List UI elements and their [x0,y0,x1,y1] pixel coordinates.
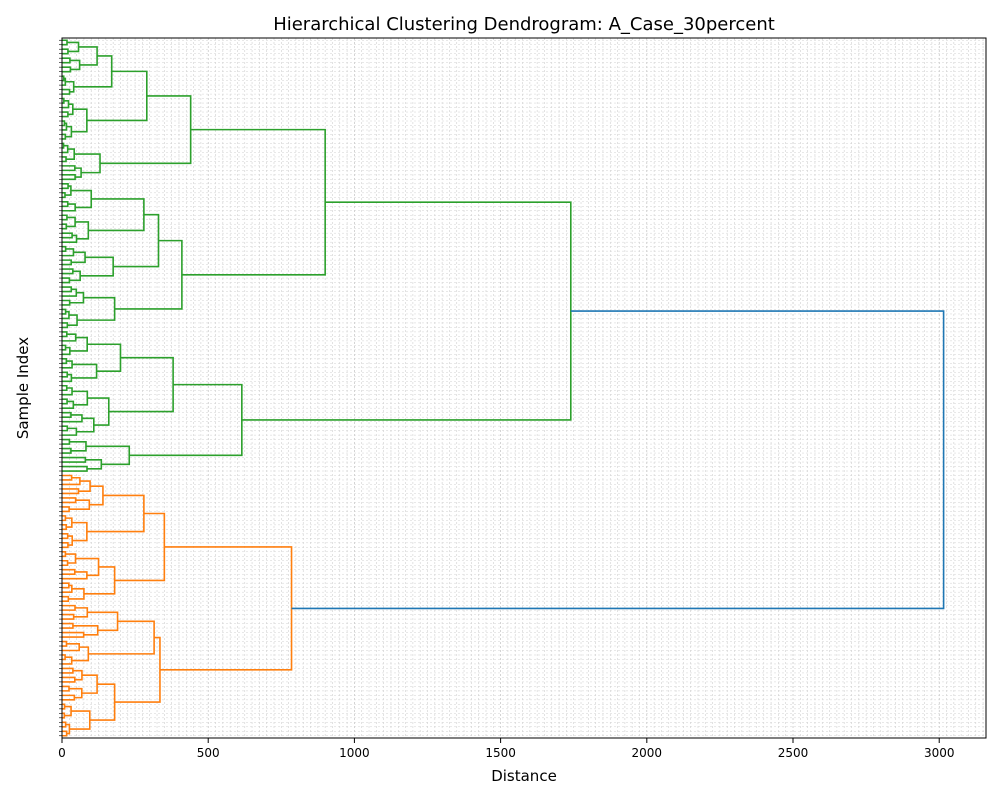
dendrogram-link [62,346,71,356]
dendrogram-link [62,371,69,378]
dendrogram-link [86,494,145,533]
dendrogram-link [62,524,67,531]
dendrogram-link [62,57,71,64]
dendrogram-link [62,75,65,82]
dendrogram-link [67,314,78,326]
dendrogram-link [114,239,183,310]
dendrogram-link [62,144,69,154]
dendrogram-link [62,712,66,719]
dendrogram-link [65,517,73,528]
x-tick-label: 2500 [778,746,809,760]
dendrogram-link [69,291,85,304]
dendrogram-link [62,248,75,257]
dendrogram-link [70,189,93,209]
x-tick-label: 2000 [632,746,663,760]
x-tick-label: 0 [58,746,66,760]
dendrogram-link [291,310,945,610]
dendrogram-link [62,613,75,620]
dendrogram-link [62,642,80,652]
dendrogram-link [62,411,72,418]
dendrogram-link [62,308,67,315]
dendrogram-link [62,456,87,463]
dendrogram-link [62,373,73,383]
dendrogram-link [62,694,76,701]
dendrogram-link [62,604,76,611]
dendrogram-link [62,414,83,423]
dendrogram-link [62,203,76,212]
dendrogram-link [62,331,68,338]
dendrogram-link [62,214,68,221]
dendrogram-link [65,125,73,138]
dendrogram-link [72,669,83,681]
dendrogram-link [81,674,98,694]
dendrogram-link [62,192,66,199]
dendrogram-link [86,70,148,122]
dendrogram-link [78,46,98,66]
dendrogram-link [62,384,68,392]
dendrogram-link [67,535,74,546]
dendrogram-link [72,390,89,406]
dendrogram-link [62,344,67,351]
dendrogram-link [65,80,75,93]
dendrogram-link [76,417,95,433]
dendrogram-link [75,557,100,577]
dendrogram-link [62,676,76,683]
dendrogram-link [62,425,69,432]
x-axis-label: Distance [491,767,557,785]
dendrogram-link [87,343,122,372]
dendrogram-link [85,458,103,470]
dendrogram-link [62,245,67,252]
dendrogram-link [62,721,67,728]
dendrogram-link [71,521,88,542]
dendrogram-link [66,41,80,53]
dendrogram-link [62,77,67,86]
dendrogram-link [78,480,91,493]
dendrogram-link [62,640,68,647]
dendrogram-link [62,656,73,665]
dendrogram-link [62,286,73,293]
x-tick-label: 1500 [485,746,516,760]
dendrogram-link [85,445,131,466]
dendrogram-links [62,39,945,737]
dendrogram-link [62,533,69,540]
x-tick-label: 1000 [339,746,370,760]
y-axis-label: Sample Index [14,337,32,439]
dendrogram-link [62,595,70,602]
dendrogram-link [65,723,71,735]
x-tick-label: 500 [197,746,220,760]
dendrogram-link [62,703,66,710]
dendrogram-link [62,730,68,737]
dendrogram-link [100,95,192,165]
dendrogram-link [62,66,72,73]
dendrogram-link [71,108,88,133]
dendrogram-link [71,251,86,264]
dendrogram-link [62,88,71,95]
dendrogram-link [62,427,78,436]
dendrogram-link [62,622,74,629]
grid [62,38,986,738]
dendrogram-link [62,277,71,284]
dendrogram-link [69,336,88,352]
chart-title: Hierarchical Clustering Dendrogram: A_Ca… [273,14,775,35]
dendrogram-link [62,259,72,266]
dendrogram-link [62,559,69,567]
dendrogram-link [62,358,68,365]
dendrogram-link [88,198,145,232]
dendrogram-link [62,183,69,190]
dendrogram-link [69,59,81,71]
dendrogram-link [66,216,76,228]
dendrogram-link [129,383,243,457]
x-tick-label: 3000 [924,746,955,760]
dendrogram-link [62,631,85,638]
plot-frame [61,37,987,739]
dendrogram-link [69,441,87,452]
x-axis-ticks: 0 500 1000 1500 2000 2500 3000 [58,738,954,760]
dendrogram-link [62,156,67,163]
